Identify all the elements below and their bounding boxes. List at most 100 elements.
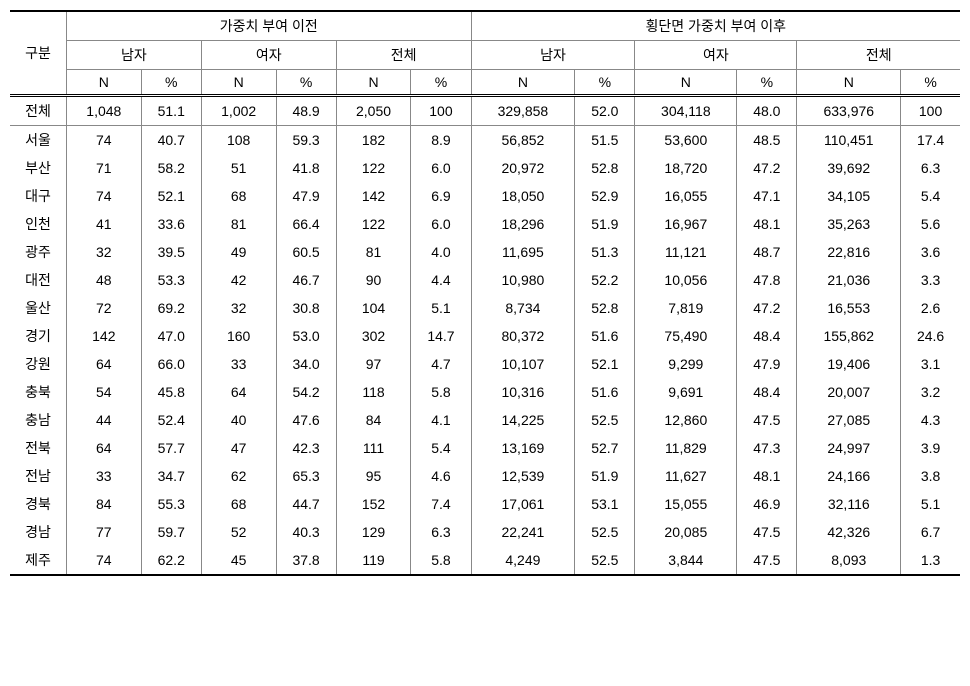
- table-row: 전남3334.76265.3954.612,53951.911,62748.12…: [10, 462, 960, 490]
- data-cell: 51.6: [575, 322, 635, 350]
- data-cell: 47.5: [737, 518, 797, 546]
- data-cell: 40.3: [276, 518, 336, 546]
- data-cell: 16,553: [797, 294, 901, 322]
- data-cell: 11,627: [635, 462, 737, 490]
- data-cell: 18,720: [635, 154, 737, 182]
- data-cell: 182: [336, 126, 411, 155]
- data-cell: 84: [336, 406, 411, 434]
- data-cell: 52.5: [575, 546, 635, 575]
- data-cell: 77: [66, 518, 141, 546]
- header-g2-t-n: N: [797, 70, 901, 96]
- data-cell: 24.6: [901, 322, 960, 350]
- header-g1-m-p: %: [141, 70, 201, 96]
- region-cell: 경남: [10, 518, 66, 546]
- data-cell: 27,085: [797, 406, 901, 434]
- data-cell: 4.0: [411, 238, 471, 266]
- data-cell: 44.7: [276, 490, 336, 518]
- data-cell: 47.6: [276, 406, 336, 434]
- region-cell: 충북: [10, 378, 66, 406]
- data-cell: 104: [336, 294, 411, 322]
- table-row: 서울7440.710859.31828.956,85251.553,60048.…: [10, 126, 960, 155]
- data-cell: 66.0: [141, 350, 201, 378]
- data-cell: 1.3: [901, 546, 960, 575]
- region-cell: 부산: [10, 154, 66, 182]
- data-cell: 68: [201, 490, 276, 518]
- header-g2-m-p: %: [575, 70, 635, 96]
- data-cell: 40.7: [141, 126, 201, 155]
- region-cell: 대전: [10, 266, 66, 294]
- data-cell: 24,166: [797, 462, 901, 490]
- table-row: 경남7759.75240.31296.322,24152.520,08547.5…: [10, 518, 960, 546]
- data-cell: 55.3: [141, 490, 201, 518]
- table-row: 전북6457.74742.31115.413,16952.711,82947.3…: [10, 434, 960, 462]
- data-cell: 74: [66, 182, 141, 210]
- table-row: 인천4133.68166.41226.018,29651.916,96748.1…: [10, 210, 960, 238]
- data-cell: 95: [336, 462, 411, 490]
- data-cell: 3.8: [901, 462, 960, 490]
- data-cell: 22,241: [471, 518, 575, 546]
- table-row: 대전4853.34246.7904.410,98052.210,05647.82…: [10, 266, 960, 294]
- data-cell: 52.2: [575, 266, 635, 294]
- header-group2: 횡단면 가중치 부여 이후: [471, 11, 960, 41]
- data-cell: 5.1: [411, 294, 471, 322]
- header-g2-f-n: N: [635, 70, 737, 96]
- data-cell: 56,852: [471, 126, 575, 155]
- table-row: 대구7452.16847.91426.918,05052.916,05547.1…: [10, 182, 960, 210]
- data-cell: 45.8: [141, 378, 201, 406]
- data-cell: 47.8: [737, 266, 797, 294]
- data-cell: 5.6: [901, 210, 960, 238]
- data-cell: 32: [201, 294, 276, 322]
- data-cell: 48.1: [737, 210, 797, 238]
- data-cell: 54: [66, 378, 141, 406]
- data-cell: 21,036: [797, 266, 901, 294]
- data-cell: 57.7: [141, 434, 201, 462]
- data-cell: 68: [201, 182, 276, 210]
- data-cell: 60.5: [276, 238, 336, 266]
- data-cell: 5.8: [411, 378, 471, 406]
- data-cell: 52.4: [141, 406, 201, 434]
- data-cell: 3.3: [901, 266, 960, 294]
- data-cell: 33: [66, 462, 141, 490]
- data-cell: 142: [66, 322, 141, 350]
- table-row: 충남4452.44047.6844.114,22552.512,86047.52…: [10, 406, 960, 434]
- data-cell: 160: [201, 322, 276, 350]
- data-cell: 8,093: [797, 546, 901, 575]
- data-cell: 53,600: [635, 126, 737, 155]
- data-cell: 59.3: [276, 126, 336, 155]
- data-cell: 42: [201, 266, 276, 294]
- data-cell: 142: [336, 182, 411, 210]
- data-cell: 46.9: [737, 490, 797, 518]
- data-cell: 3.1: [901, 350, 960, 378]
- data-cell: 18,296: [471, 210, 575, 238]
- header-rowlabel: 구분: [10, 11, 66, 96]
- data-cell: 6.9: [411, 182, 471, 210]
- header-g2-m-n: N: [471, 70, 575, 96]
- table-row: 부산7158.25141.81226.020,97252.818,72047.2…: [10, 154, 960, 182]
- data-cell: 62.2: [141, 546, 201, 575]
- data-cell: 66.4: [276, 210, 336, 238]
- data-cell: 42.3: [276, 434, 336, 462]
- data-cell: 3,844: [635, 546, 737, 575]
- region-cell: 경북: [10, 490, 66, 518]
- data-cell: 5.4: [901, 182, 960, 210]
- data-cell: 10,980: [471, 266, 575, 294]
- data-cell: 15,055: [635, 490, 737, 518]
- data-cell: 6.3: [411, 518, 471, 546]
- region-cell: 전남: [10, 462, 66, 490]
- data-cell: 110,451: [797, 126, 901, 155]
- table-body: 전체1,04851.11,00248.92,050100329,85852.03…: [10, 96, 960, 576]
- data-cell: 69.2: [141, 294, 201, 322]
- data-cell: 47: [201, 434, 276, 462]
- data-cell: 39,692: [797, 154, 901, 182]
- data-cell: 4.3: [901, 406, 960, 434]
- data-cell: 18,050: [471, 182, 575, 210]
- data-cell: 81: [201, 210, 276, 238]
- region-cell: 제주: [10, 546, 66, 575]
- data-cell: 155,862: [797, 322, 901, 350]
- region-cell: 전북: [10, 434, 66, 462]
- data-cell: 97: [336, 350, 411, 378]
- data-cell: 5.4: [411, 434, 471, 462]
- data-cell: 48.1: [737, 462, 797, 490]
- data-cell: 14,225: [471, 406, 575, 434]
- data-cell: 6.0: [411, 210, 471, 238]
